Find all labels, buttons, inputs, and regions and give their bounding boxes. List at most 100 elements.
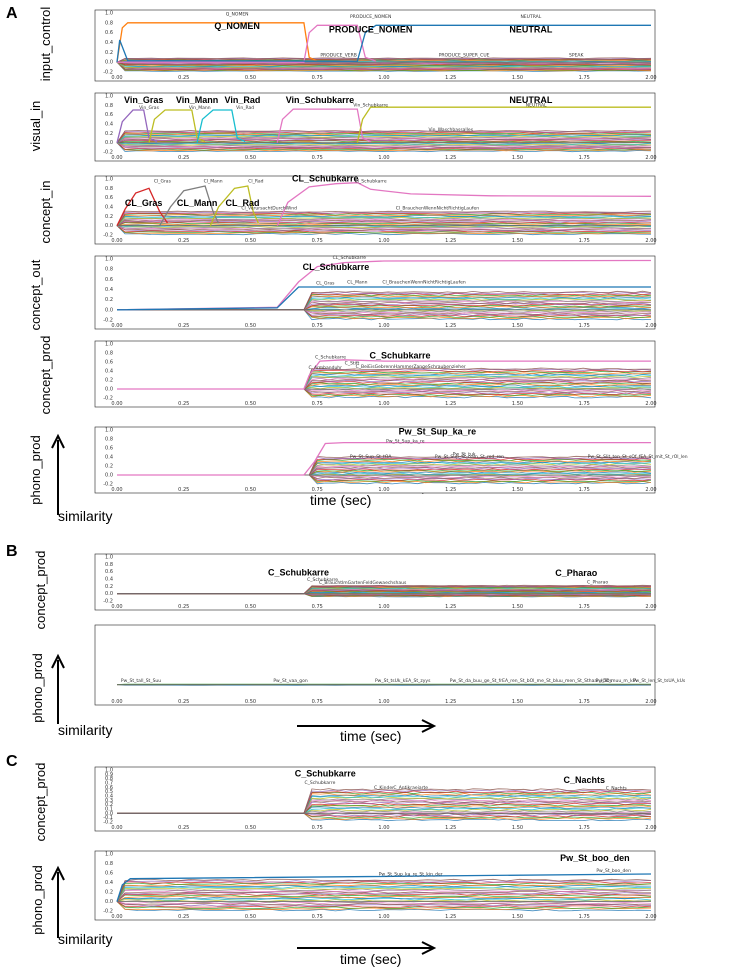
x-tick-label: 1.50 bbox=[512, 825, 523, 831]
subplot-7: concept_prod 1.00.80.6 0.40.20.0 -0.20.00 0.… bbox=[33, 551, 657, 630]
x-tick-label: 1.25 bbox=[445, 487, 456, 493]
subplot-6: phono_prod 1.0 0.8 0.6 0.4 0.2 0.0 -0.20.00 0.25… bbox=[28, 427, 688, 505]
similarity-label-c: similarity bbox=[58, 931, 112, 947]
trace-line bbox=[116, 129, 652, 143]
trace-label: C_Stift bbox=[345, 360, 360, 366]
x-tick-label: 1.75 bbox=[579, 401, 590, 407]
y-tick-label: 0.3 bbox=[105, 798, 113, 804]
x-tick-label: 1.00 bbox=[378, 487, 389, 493]
x-tick-label: 1.00 bbox=[378, 914, 389, 920]
trace-label: C_Schubkarre bbox=[307, 577, 338, 583]
trace-label: CL_Gras bbox=[316, 280, 335, 286]
highlight-label: CL_Rad bbox=[225, 198, 259, 208]
x-tick-label: 1.00 bbox=[378, 604, 389, 610]
y-tick-label: 0.2 bbox=[105, 584, 113, 590]
y-tick-label: 0.2 bbox=[105, 802, 113, 808]
trace-label: Pw_St_tuk bbox=[453, 452, 476, 458]
trace-line bbox=[117, 812, 652, 817]
similarity-arrow-a: similarity bbox=[51, 433, 112, 524]
y-tick-label: 0.6 bbox=[105, 360, 113, 366]
x-tick-label: 0.75 bbox=[312, 323, 323, 329]
trace-line bbox=[117, 373, 652, 390]
subplot-2: visual_in 1.0 0.8 0.6 0.4 0.2 0.0 -0.20.00 0.25 0… bbox=[28, 92, 657, 162]
trace-line bbox=[116, 888, 652, 902]
trace-line bbox=[116, 892, 651, 902]
trace-label: Vin_Rad bbox=[236, 105, 254, 111]
highlight-label: Vin_Schubkarre bbox=[286, 95, 354, 105]
y-tick-label: 0.5 bbox=[105, 789, 113, 795]
y-tick-label: 0.6 bbox=[105, 569, 113, 575]
trace-line bbox=[116, 142, 652, 148]
trace-line bbox=[117, 455, 652, 476]
y-tick-label: 0.9 bbox=[105, 772, 113, 778]
y-tick-label: 0.0 bbox=[105, 307, 113, 313]
x-tick-label: 1.00 bbox=[378, 155, 389, 161]
trace-line bbox=[116, 61, 652, 64]
x-tick-label: 0.25 bbox=[178, 699, 189, 705]
x-tick-label: 0.50 bbox=[245, 914, 256, 920]
trace-line bbox=[117, 788, 652, 814]
y-tick-label: 0.8 bbox=[105, 103, 113, 109]
trace-line bbox=[117, 459, 652, 476]
x-tick-label: 1.75 bbox=[579, 825, 590, 831]
trace-line bbox=[117, 297, 652, 311]
y-tick-label: 0.0 bbox=[105, 811, 113, 817]
similarity-arrow-c: similarity bbox=[51, 865, 112, 947]
trace-line bbox=[116, 225, 652, 228]
trace-label: C_Schubkarre bbox=[315, 354, 346, 360]
y-tick-label: 0.4 bbox=[105, 287, 113, 293]
trace-band bbox=[116, 878, 652, 912]
y-tick-label: 0.8 bbox=[105, 267, 113, 273]
trace-line bbox=[117, 291, 652, 311]
trace-label: C_Schubkarre bbox=[304, 780, 335, 786]
time-label-a: time (sec) bbox=[310, 492, 371, 508]
trace-label: CL_Mann bbox=[347, 279, 367, 285]
highlight-label: C_Schubkarre bbox=[268, 567, 329, 577]
y-tick-label: 1.0 bbox=[105, 94, 113, 100]
x-tick-label: 1.25 bbox=[445, 401, 456, 407]
y-tick-label: -0.2 bbox=[103, 909, 113, 915]
trace-line bbox=[117, 790, 652, 814]
x-tick-label: 0.75 bbox=[312, 401, 323, 407]
trace-line bbox=[117, 593, 651, 597]
y-tick-label: -0.2 bbox=[103, 482, 113, 488]
series-line bbox=[356, 106, 651, 143]
trace-line bbox=[116, 215, 652, 226]
y-tick-label: 0.0 bbox=[105, 591, 113, 597]
x-tick-label: 0.25 bbox=[178, 155, 189, 161]
trace-label: Q_NOMEN bbox=[226, 11, 249, 17]
trace-line bbox=[117, 467, 652, 476]
trace-line bbox=[117, 290, 652, 311]
x-tick-label: 1.50 bbox=[512, 238, 523, 244]
trace-line bbox=[117, 474, 652, 478]
trace-line bbox=[117, 386, 652, 390]
x-tick-label: 0.00 bbox=[111, 699, 122, 705]
trace-line bbox=[116, 131, 652, 143]
trace-line bbox=[116, 57, 652, 63]
x-tick-label: 1.00 bbox=[378, 825, 389, 831]
y-tick-label: -0.2 bbox=[103, 820, 113, 826]
x-tick-label: 1.75 bbox=[579, 487, 590, 493]
y-axis-label: concept_prod bbox=[33, 551, 48, 630]
y-tick-label: 0.6 bbox=[105, 195, 113, 201]
y-tick-label: 0.4 bbox=[105, 577, 113, 583]
trace-label: Vin_Schubkarre bbox=[353, 103, 388, 109]
trace-line bbox=[117, 800, 652, 814]
x-tick-label: 2.00 bbox=[645, 699, 656, 705]
trace-line bbox=[117, 372, 652, 390]
trace-line bbox=[116, 225, 652, 236]
x-tick-label: 2.00 bbox=[645, 604, 656, 610]
trace-label: CL_Schubkarre bbox=[333, 255, 367, 261]
trace-band bbox=[117, 584, 652, 598]
y-tick-label: 1.0 bbox=[105, 768, 113, 774]
trace-line bbox=[117, 381, 651, 390]
trace-line bbox=[117, 309, 652, 320]
trace-label: Cl_Rad bbox=[248, 178, 263, 184]
x-tick-label: 1.75 bbox=[579, 155, 590, 161]
highlight-label: Pw_St_Sup_ka_re bbox=[399, 427, 477, 437]
x-tick-label: 0.25 bbox=[178, 238, 189, 244]
trace-label: Pw_St_tsUk_kEA_St_zyys bbox=[375, 678, 431, 684]
y-tick-label: 1.0 bbox=[105, 177, 113, 183]
x-tick-label: 1.50 bbox=[512, 487, 523, 493]
trace-label: Pw_St_Slit_ten_St_sOf_fEA_St_mit_St_rOl_… bbox=[588, 454, 688, 460]
